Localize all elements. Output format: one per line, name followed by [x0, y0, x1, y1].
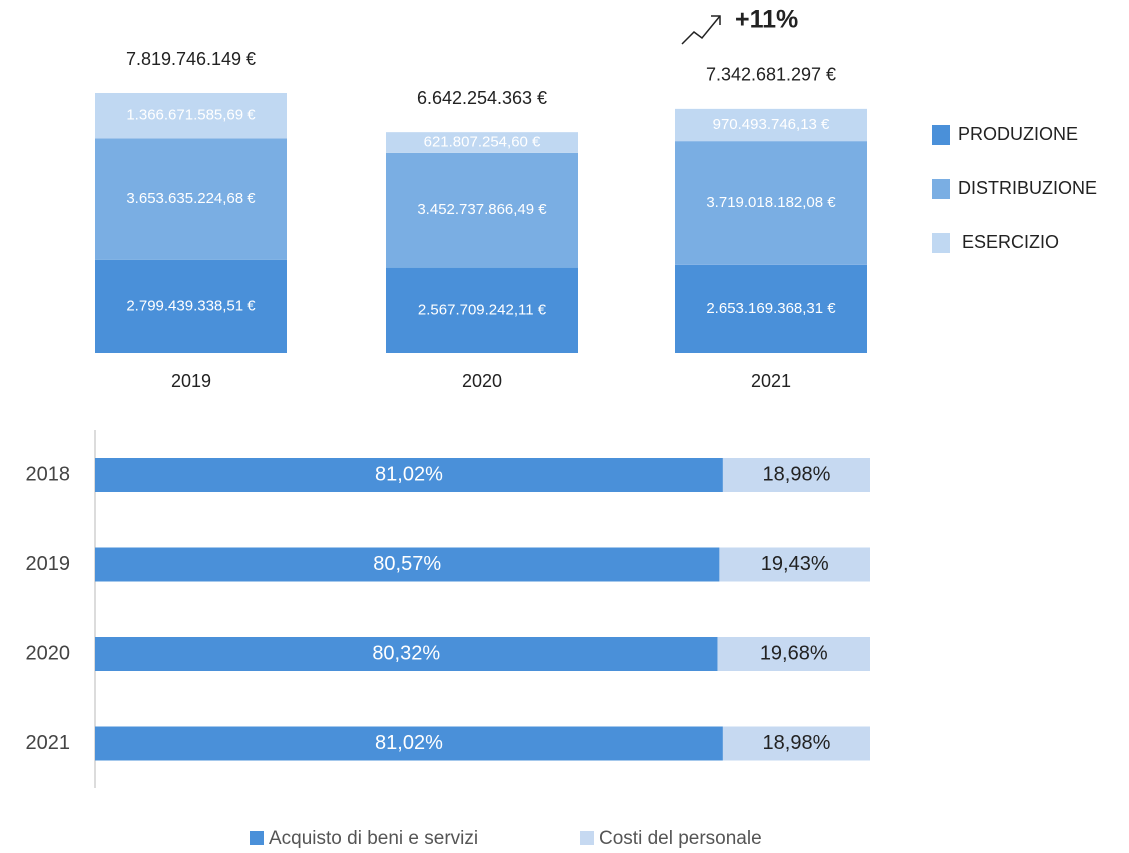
value-label: 2.567.709.242,11 €: [418, 301, 547, 318]
value-label: 621.807.254,60 €: [424, 133, 541, 150]
total-label: 7.342.681.297 €: [706, 65, 836, 85]
bar-segment: [719, 547, 870, 582]
bar-segment: [386, 267, 578, 353]
bar-segment: [675, 264, 867, 353]
y-tick-label: 2018: [26, 463, 71, 485]
legend-swatch: [250, 831, 264, 845]
bar-segment: [386, 152, 578, 268]
total-label: 6.642.254.363 €: [417, 88, 547, 108]
legend-label: DISTRIBUZIONE: [958, 178, 1097, 198]
value-label: 81,02%: [375, 732, 443, 754]
value-label: 2.799.439.338,51 €: [126, 297, 256, 314]
y-tick-label: 2019: [26, 553, 71, 575]
value-label: 19,43%: [761, 553, 829, 575]
value-label: 18,98%: [763, 732, 831, 754]
trend-icon: [681, 15, 721, 45]
value-label: 2.653.169.368,31 €: [706, 300, 836, 317]
value-label: 1.366.671.585,69 €: [126, 107, 256, 124]
bar-segment: [95, 259, 287, 353]
value-label: 81,02%: [375, 463, 443, 485]
value-label: 3.452.737.866,49 €: [417, 201, 547, 218]
bar-segment: [675, 141, 867, 265]
value-label: 3.653.635.224,68 €: [126, 190, 256, 207]
value-label: 970.493.746,13 €: [713, 116, 830, 133]
legend-label: Costi del personale: [599, 828, 762, 849]
bar-segment: [386, 132, 578, 153]
y-tick-label: 2020: [26, 642, 71, 664]
legend-label: Acquisto di beni e servizi: [269, 828, 478, 849]
value-label: 80,57%: [373, 553, 441, 575]
y-tick-label: 2021: [26, 732, 71, 754]
legend-label: ESERCIZIO: [962, 232, 1059, 252]
total-label: 7.819.746.149 €: [126, 49, 256, 69]
x-tick-label: 2020: [462, 371, 502, 391]
bar-segment: [95, 637, 718, 671]
legend-swatch: [932, 233, 950, 253]
bar-segment: [95, 138, 287, 260]
bar-segment: [95, 547, 720, 582]
legend-swatch: [932, 125, 950, 145]
bar-segment: [717, 637, 870, 671]
bar-segment: [95, 458, 723, 492]
x-tick-label: 2019: [171, 371, 211, 391]
x-tick-label: 2021: [751, 371, 791, 391]
value-label: 18,98%: [763, 463, 831, 485]
legend-swatch: [932, 179, 950, 199]
legend-label: PRODUZIONE: [958, 124, 1078, 144]
legend-swatch: [580, 831, 594, 845]
value-label: 19,68%: [760, 642, 828, 664]
value-label: 80,32%: [372, 642, 440, 664]
value-label: 3.719.018.182,08 €: [706, 194, 836, 211]
bar-segment: [675, 108, 867, 142]
annotation: +11%: [735, 6, 798, 34]
bar-segment: [722, 726, 870, 761]
bar-segment: [95, 726, 723, 761]
bar-segment: [95, 93, 287, 139]
bar-segment: [722, 458, 870, 492]
